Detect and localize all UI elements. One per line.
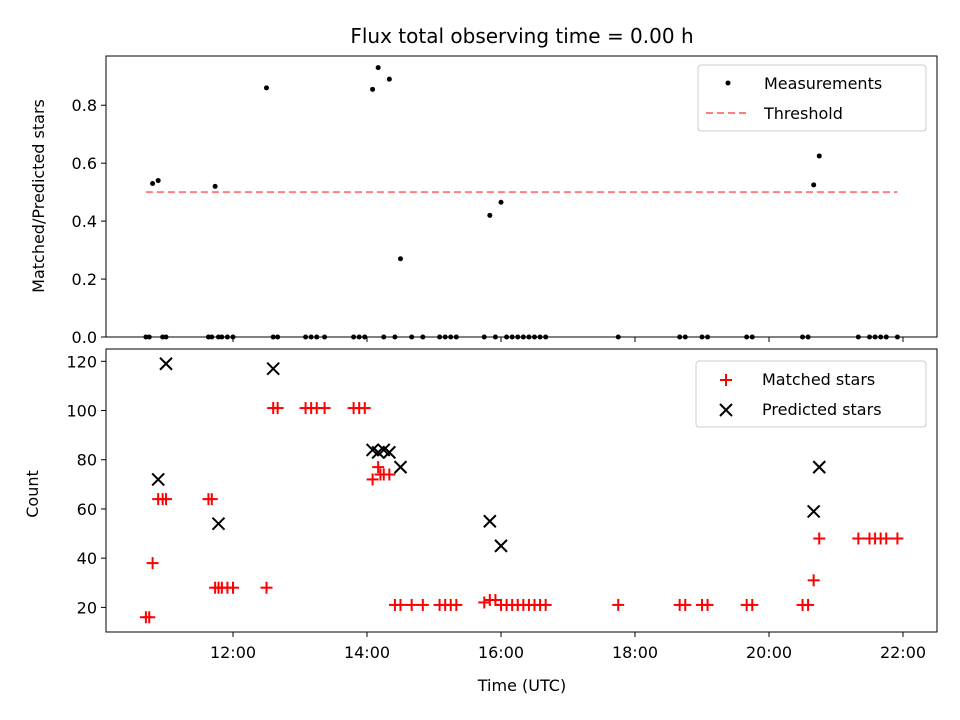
measurement-point xyxy=(498,199,504,205)
predicted-star-point xyxy=(812,460,826,474)
legend-threshold-label: Threshold xyxy=(763,104,843,123)
predicted-star-point xyxy=(393,460,408,474)
matched-star-point xyxy=(358,402,371,415)
top-panel: Flux total observing time = 0.00 h 0.00.… xyxy=(29,24,938,347)
matched-star-point xyxy=(852,532,865,545)
x-tick-label: 20:00 xyxy=(746,643,792,662)
matched-star-point xyxy=(227,581,239,594)
matched-star-point xyxy=(146,557,159,570)
measurement-point xyxy=(150,180,156,186)
matched-star-point xyxy=(271,402,284,415)
x-tick-label: 18:00 xyxy=(612,643,658,662)
bottom-y-tick-label: 80 xyxy=(77,451,97,470)
bottom-panel: 20 40 60 80 100 120 12:00 14:00 16:00 18:00 20:00… xyxy=(23,348,938,695)
bottom-legend: Matched stars Predicted stars xyxy=(695,360,927,428)
matched-star-point xyxy=(880,532,893,545)
x-axis-label: Time (UTC) xyxy=(477,676,566,695)
bottom-y-axis-label: Count xyxy=(23,470,42,518)
top-y-tick-label: 0.0 xyxy=(72,328,97,347)
matched-star-point xyxy=(807,574,820,587)
matched-star-point xyxy=(383,468,396,481)
legend-measurements-marker xyxy=(725,80,731,86)
predicted-star-point xyxy=(494,539,508,553)
bottom-y-tick-label: 40 xyxy=(77,549,97,568)
matched-star-point xyxy=(701,598,714,611)
predicted-star-point xyxy=(151,472,165,487)
matched-star-point xyxy=(205,493,218,506)
matched-star-point xyxy=(394,598,407,611)
top-y-tick-label: 0.6 xyxy=(72,154,97,173)
top-y-ticks: 0.0 0.2 0.4 0.6 0.8 xyxy=(72,96,106,347)
top-x-ticks xyxy=(232,337,904,342)
measurement-point xyxy=(487,212,493,218)
matched-star-point xyxy=(679,598,692,611)
bottom-y-tick-label: 100 xyxy=(66,402,97,421)
matched-star-point xyxy=(260,581,273,594)
measurement-point xyxy=(155,178,161,184)
matched-star-point xyxy=(143,611,156,624)
bottom-legend-box xyxy=(695,360,927,428)
matched-star-point xyxy=(813,532,826,545)
matched-star-point xyxy=(539,598,552,611)
x-tick-label: 12:00 xyxy=(210,643,256,662)
matched-star-point xyxy=(478,596,491,609)
matched-star-point xyxy=(160,493,172,506)
predicted-star-point xyxy=(483,514,497,528)
matched-star-point xyxy=(318,402,331,415)
predicted-star-point xyxy=(159,357,173,371)
measurement-point xyxy=(264,85,269,91)
matched-star-point xyxy=(802,598,815,611)
matched-star-point xyxy=(416,598,429,611)
measurement-point xyxy=(811,182,817,188)
matched-star-point xyxy=(746,598,759,611)
legend-measurements-label: Measurements xyxy=(764,74,882,93)
x-tick-label: 16:00 xyxy=(478,643,524,662)
bottom-y-tick-label: 20 xyxy=(77,598,97,617)
legend-predicted-label: Predicted stars xyxy=(762,400,882,419)
bottom-y-tick-label: 120 xyxy=(66,352,97,371)
matched-star-point xyxy=(366,473,379,486)
top-y-tick-label: 0.8 xyxy=(72,96,97,115)
top-legend-box xyxy=(697,64,927,132)
top-y-tick-label: 0.4 xyxy=(72,212,97,231)
predicted-star-point xyxy=(806,504,821,519)
matched-star-point xyxy=(405,598,418,611)
chart-title: Flux total observing time = 0.00 h xyxy=(350,24,693,48)
bottom-axes-frame xyxy=(105,348,938,633)
predicted-star-point xyxy=(266,361,280,376)
matched-star-point xyxy=(891,532,904,545)
matched-star-point xyxy=(612,598,625,611)
measurement-point xyxy=(212,183,218,189)
bottom-marks xyxy=(139,357,904,624)
measurement-point xyxy=(386,76,392,82)
legend-matched-marker xyxy=(720,374,732,386)
predicted-star-point xyxy=(382,445,397,460)
x-tick-label: 22:00 xyxy=(880,643,926,662)
measurement-point xyxy=(375,65,381,71)
x-tick-label: 14:00 xyxy=(344,643,390,662)
matched-star-point xyxy=(450,598,463,611)
measurement-point xyxy=(398,256,403,262)
measurement-point xyxy=(370,86,376,92)
top-axes-frame xyxy=(105,55,938,338)
measurement-point xyxy=(816,153,822,159)
matched-star-point xyxy=(372,461,385,474)
predicted-star-point xyxy=(211,517,226,531)
bottom-y-tick-label: 60 xyxy=(77,500,97,519)
top-y-tick-label: 0.2 xyxy=(72,270,97,289)
bottom-x-ticks: 12:00 14:00 16:00 18:00 20:00 22:00 xyxy=(210,632,926,662)
legend-matched-label: Matched stars xyxy=(762,370,875,389)
bottom-y-ticks: 20 40 60 80 100 120 xyxy=(66,352,106,617)
top-y-axis-label: Matched/Predicted stars xyxy=(29,99,48,293)
top-legend: Measurements Threshold xyxy=(697,64,927,132)
legend-predicted-marker xyxy=(719,403,733,417)
